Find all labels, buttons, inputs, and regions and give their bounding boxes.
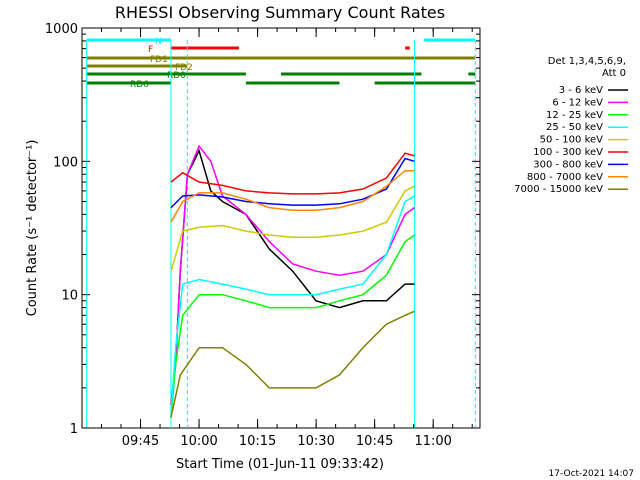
y-tick-label: 100: [53, 155, 78, 170]
series-line: [170, 144, 415, 405]
x-tick-label: 10:45: [356, 434, 393, 449]
x-tick-label: 10:00: [180, 434, 217, 449]
x-tick-label: 09:45: [122, 434, 159, 449]
series-line: [170, 185, 415, 272]
legend-entry-label: 12 - 25 keV: [546, 110, 603, 121]
legend-entry-label: 800 - 7000 keV: [527, 172, 603, 183]
x-tick-label: 11:00: [414, 434, 451, 449]
legend-header: Det 1,3,4,5,6,9,: [548, 56, 626, 67]
legend-entry-label: 3 - 6 keV: [559, 85, 603, 96]
legend-entry-label: 50 - 100 keV: [540, 135, 604, 146]
y-tick-label: 1: [70, 422, 78, 437]
legend-entry-label: 100 - 300 keV: [533, 147, 603, 158]
flag-bar-label: RD6: [130, 80, 149, 90]
y-tick-label: 10: [61, 289, 78, 304]
flag-bar-label: RD0: [167, 71, 186, 81]
legend-entry-label: 25 - 50 keV: [546, 122, 603, 133]
time-markers: [86, 40, 476, 428]
legend-entry-label: 7000 - 15000 keV: [514, 184, 603, 195]
series-line: [170, 169, 415, 223]
plot-frame: [81, 27, 481, 429]
legend-entry-label: 6 - 12 keV: [552, 97, 603, 108]
series-line: [170, 234, 415, 418]
y-axis-ticks: 1 10 100 1000: [45, 22, 480, 437]
x-tick-label: 10:15: [239, 434, 276, 449]
series-line: [170, 310, 415, 418]
y-axis-label: Count Rate (s⁻¹ detector⁻¹): [25, 140, 40, 317]
flag-bar-label: FD1: [150, 55, 168, 65]
y-tick-label: 1000: [45, 22, 78, 37]
legend-entry-label: 300 - 800 keV: [533, 159, 603, 170]
x-axis-ticks: 09:45 10:00 10:15 10:30 10:45 11:00: [81, 28, 473, 449]
series-line: [170, 157, 415, 209]
series-line: [170, 148, 415, 405]
legend-header: Att 0: [602, 68, 626, 79]
chart-title: RHESSI Observing Summary Count Rates: [115, 3, 445, 22]
series-line: [170, 195, 415, 413]
series-lines: [170, 144, 415, 418]
flag-bar-label: F: [148, 45, 153, 55]
footer-timestamp: 17-Oct-2021 14:07: [549, 469, 634, 479]
flag-bar-label: FD2: [175, 63, 193, 73]
x-tick-label: 10:30: [297, 434, 334, 449]
series-line: [170, 152, 415, 195]
x-axis-label: Start Time (01-Jun-11 09:33:42): [176, 457, 384, 472]
flag-bar-label: N: [155, 37, 162, 47]
